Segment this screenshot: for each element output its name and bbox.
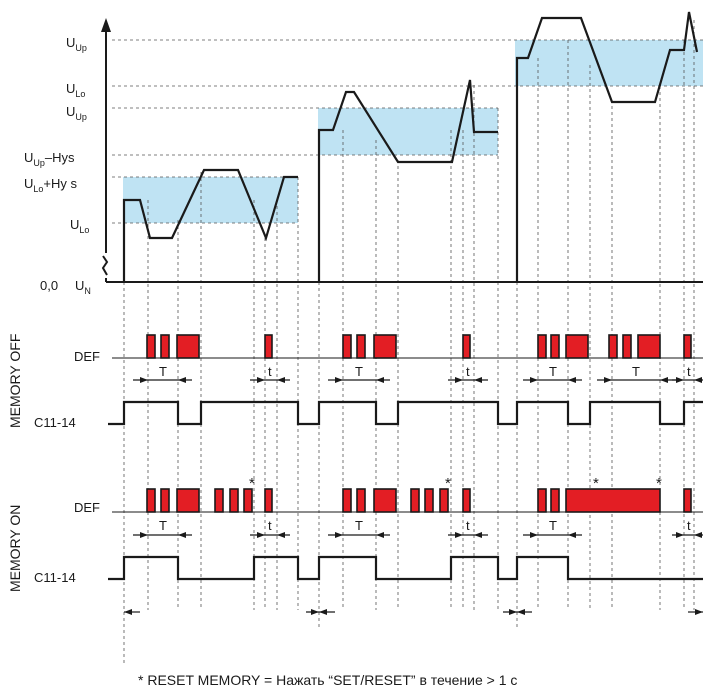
label-u-lo-1: ULo	[66, 81, 85, 99]
def-pulse	[264, 488, 273, 513]
voltage-axis	[101, 18, 703, 283]
timing-T-label: T	[159, 518, 167, 533]
def-pulse	[462, 488, 471, 513]
label-u-up-1: UUp	[66, 35, 87, 53]
timing-t-label: t	[268, 518, 272, 533]
def-pulse	[264, 334, 273, 359]
def-pulse	[356, 334, 366, 359]
def-pulse	[342, 334, 352, 359]
timing-t-label: t	[268, 364, 272, 379]
def-pulse	[146, 334, 156, 359]
timing-t-label: t	[687, 518, 691, 533]
reset-marker: *	[656, 475, 662, 492]
row-c11-on: C11-14	[34, 570, 76, 585]
timing-t-label: t	[466, 364, 470, 379]
def-pulse	[243, 488, 253, 513]
def-pulse	[550, 488, 560, 513]
def-pulse	[373, 488, 397, 513]
def-pulse	[537, 488, 547, 513]
def-pulse	[160, 334, 170, 359]
def-pulse	[550, 334, 560, 359]
label-u-n: UN	[75, 278, 91, 296]
def-pulse	[410, 488, 420, 513]
gap-arrows	[124, 609, 703, 615]
section-memory-on: MEMORY ON	[7, 505, 23, 592]
def-pulse	[146, 488, 156, 513]
label-u-lo-3: ULo	[70, 217, 89, 235]
def-pulse	[424, 488, 434, 513]
reset-marker: *	[445, 475, 451, 492]
def-pulse	[462, 334, 471, 359]
timing-T-label: T	[549, 364, 557, 379]
threshold-lines	[112, 39, 703, 224]
label-zero: 0,0	[40, 278, 58, 293]
voltage-waveform	[122, 11, 699, 282]
def-pulse	[342, 488, 352, 513]
def-pulse	[537, 334, 547, 359]
timing-T-label: T	[549, 518, 557, 533]
label-u-up-hys: UUp–Hys	[24, 150, 75, 168]
timing-T-label: T	[355, 364, 363, 379]
def-pulse	[356, 488, 366, 513]
timing-arrows-off	[133, 377, 703, 383]
def-pulse	[683, 488, 692, 513]
c11-14-on-waveform	[108, 555, 703, 581]
def-pulse	[608, 334, 618, 359]
row-c11-off: C11-14	[34, 415, 76, 430]
section-memory-off: MEMORY OFF	[7, 334, 23, 428]
timing-t-label: t	[466, 518, 470, 533]
def-pulse-long	[565, 488, 661, 513]
label-u-up-2: UUp	[66, 104, 87, 122]
threshold-band-3	[515, 40, 703, 86]
def-pulse	[176, 488, 200, 513]
timing-arrows-on	[133, 532, 703, 538]
def-pulse	[637, 334, 661, 359]
def-pulse	[373, 334, 397, 359]
def-pulse	[565, 334, 589, 359]
def-pulse	[176, 334, 200, 359]
timing-t-label: t	[687, 364, 691, 379]
timing-T-label: T	[355, 518, 363, 533]
threshold-band-2	[318, 108, 498, 155]
row-def-on: DEF	[74, 500, 100, 515]
def-pulse	[683, 334, 692, 359]
c11-14-off-waveform	[108, 400, 703, 426]
def-pulse	[160, 488, 170, 513]
def-off-pulses	[146, 334, 692, 359]
def-pulse	[229, 488, 239, 513]
reset-marker: *	[593, 475, 599, 492]
def-on-pulses	[146, 488, 692, 513]
def-pulse	[439, 488, 449, 513]
timing-T-label: T	[632, 364, 640, 379]
reset-marker: *	[249, 475, 255, 492]
def-pulse	[214, 488, 224, 513]
threshold-band-1	[123, 177, 298, 223]
footnote: * RESET MEMORY = Нажать “SET/RESET” в те…	[138, 672, 517, 688]
def-pulse	[622, 334, 632, 359]
label-u-lo-hys: ULo+Hy s	[24, 176, 77, 194]
row-def-off: DEF	[74, 349, 100, 364]
timing-T-label: T	[159, 364, 167, 379]
